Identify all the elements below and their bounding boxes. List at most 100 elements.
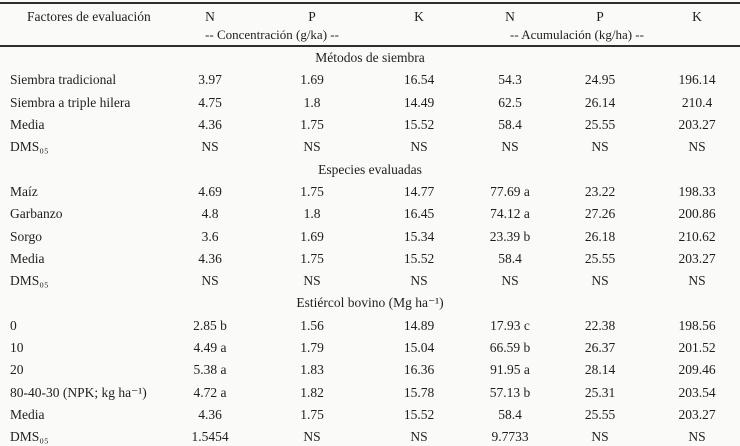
row-label: Garbanzo	[10, 206, 63, 222]
cell: NS	[688, 429, 706, 445]
header-row-groups: -- Concentración (g/ka) -- -- Acumulació…	[0, 26, 740, 46]
column-header-p-concentracion: P	[308, 8, 316, 24]
header-row-elements: Factores de evaluación N P K N P K	[0, 3, 740, 26]
cell: 4.36	[198, 250, 222, 266]
group-header-concentracion: -- Concentración (g/ka) --	[160, 26, 474, 46]
table-row: DMS₀₅ NS NS NS NS NS NS	[0, 270, 740, 292]
cell: 1.75	[300, 250, 324, 266]
row-label: Maíz	[10, 183, 38, 199]
table-row: DMS₀₅ NS NS NS NS NS NS	[0, 136, 740, 158]
section-title: Métodos de siembra	[315, 50, 425, 66]
column-header-k-acumulacion: K	[692, 8, 702, 24]
cell: NS	[303, 429, 321, 445]
header-spacer	[0, 26, 160, 46]
cell: 15.04	[403, 340, 435, 355]
cell: 26.18	[584, 228, 616, 244]
row-label: Sorgo	[10, 228, 43, 244]
table-row: Siembra a triple hilera 4.75 1.8 14.49 62.5 2…	[0, 92, 740, 114]
cell: 198.33	[678, 183, 716, 199]
cell: 57.13 b	[489, 384, 531, 400]
table-row: Sorgo 3.6 1.69 15.34 23.39 b 26.18 210.62	[0, 225, 740, 247]
cell: 28.14	[584, 362, 616, 378]
cell: 23.39 b	[489, 228, 531, 244]
cell: 66.59 b	[489, 340, 531, 355]
cell: 1.56	[300, 317, 324, 333]
cell: 91.95 a	[490, 362, 530, 378]
column-header-factores: Factores de evaluación	[27, 8, 151, 24]
column-header-k-concentracion: K	[414, 8, 424, 24]
cell: 210.4	[681, 94, 713, 110]
cell: 203.27	[678, 117, 716, 133]
section-title: Especies evaluadas	[318, 161, 422, 177]
cell: 25.55	[584, 117, 616, 133]
cell: 200.86	[678, 206, 716, 222]
row-label: 0	[10, 317, 17, 333]
cell: 203.54	[678, 384, 716, 400]
cell: 198.56	[678, 317, 716, 333]
cell: 54.3	[498, 72, 522, 88]
cell: 14.49	[403, 94, 435, 110]
cell: 22.38	[584, 317, 616, 333]
cell: NS	[688, 273, 706, 289]
section-row-1: Especies evaluadas	[0, 158, 740, 180]
cell: NS	[591, 273, 609, 289]
cell: 58.4	[498, 250, 522, 266]
cell: 15.34	[403, 228, 435, 244]
cell: NS	[303, 139, 321, 155]
cell: 1.69	[300, 72, 324, 88]
row-label: Siembra tradicional	[10, 72, 117, 88]
cell: 1.5454	[191, 429, 229, 445]
cell: 17.93 c	[490, 317, 530, 333]
cell: NS	[591, 429, 609, 445]
cell: 1.69	[300, 228, 324, 244]
row-label: DMS₀₅	[10, 273, 49, 289]
cell: 2.85 b	[193, 317, 227, 333]
section-title: Estiércol bovino (Mg ha⁻¹)	[296, 295, 444, 311]
group-header-acumulacion-label: -- Acumulación (kg/ha) --	[510, 26, 644, 42]
cell: NS	[410, 429, 428, 445]
cell: NS	[201, 139, 219, 155]
cell: 196.14	[678, 72, 716, 88]
cell: 14.77	[403, 183, 435, 199]
cell: 201.52	[678, 340, 716, 355]
cell: 77.69 a	[490, 183, 530, 199]
cell: 25.55	[584, 250, 616, 266]
section-row-2: Estiércol bovino (Mg ha⁻¹)	[0, 292, 740, 314]
cell: 15.78	[403, 384, 435, 400]
group-header-concentracion-label: -- Concentración (g/ka) --	[205, 26, 339, 42]
cell: 16.36	[403, 362, 435, 378]
table-row: DMS₀₅ 1.5454 NS NS 9.7733 NS NS	[0, 426, 740, 446]
cell: 1.83	[300, 362, 324, 378]
cell: 26.14	[584, 94, 616, 110]
cell: 16.45	[403, 206, 435, 222]
table-row: Siembra tradicional 3.97 1.69 16.54 54.3 24.9…	[0, 69, 740, 91]
cell: 74.12 a	[490, 206, 530, 222]
row-label: DMS₀₅	[10, 429, 49, 445]
cell: 15.52	[403, 406, 435, 422]
row-label: 10	[10, 340, 24, 355]
cell: 203.27	[678, 406, 716, 422]
table-row: Garbanzo 4.8 1.8 16.45 74.12 a 27.26 200.86	[0, 203, 740, 225]
cell: 58.4	[498, 406, 522, 422]
cell: NS	[410, 139, 428, 155]
section-row-0: Métodos de siembra	[0, 46, 740, 69]
table-row: 80-40-30 (NPK; kg ha⁻¹) 4.72 a 1.82 15.78 57…	[0, 381, 740, 403]
cell: 16.54	[403, 72, 435, 88]
cell: 24.95	[584, 72, 616, 88]
cell: 4.69	[198, 183, 222, 199]
cell: 62.5	[498, 94, 522, 110]
row-label: Media	[10, 117, 45, 133]
cell: 15.52	[403, 117, 435, 133]
row-label: 80-40-30 (NPK; kg ha⁻¹)	[10, 384, 147, 400]
table-body: Métodos de siembra Siembra tradicional 3.9…	[0, 46, 740, 446]
cell: 58.4	[498, 117, 522, 133]
cell: 4.49 a	[193, 340, 227, 355]
cell: NS	[688, 139, 706, 155]
cell: 14.89	[403, 317, 435, 333]
cell: 1.79	[300, 340, 324, 355]
cell: 1.75	[300, 183, 324, 199]
cell: 1.75	[300, 406, 324, 422]
cell: NS	[201, 273, 219, 289]
cell: 210.62	[678, 228, 716, 244]
